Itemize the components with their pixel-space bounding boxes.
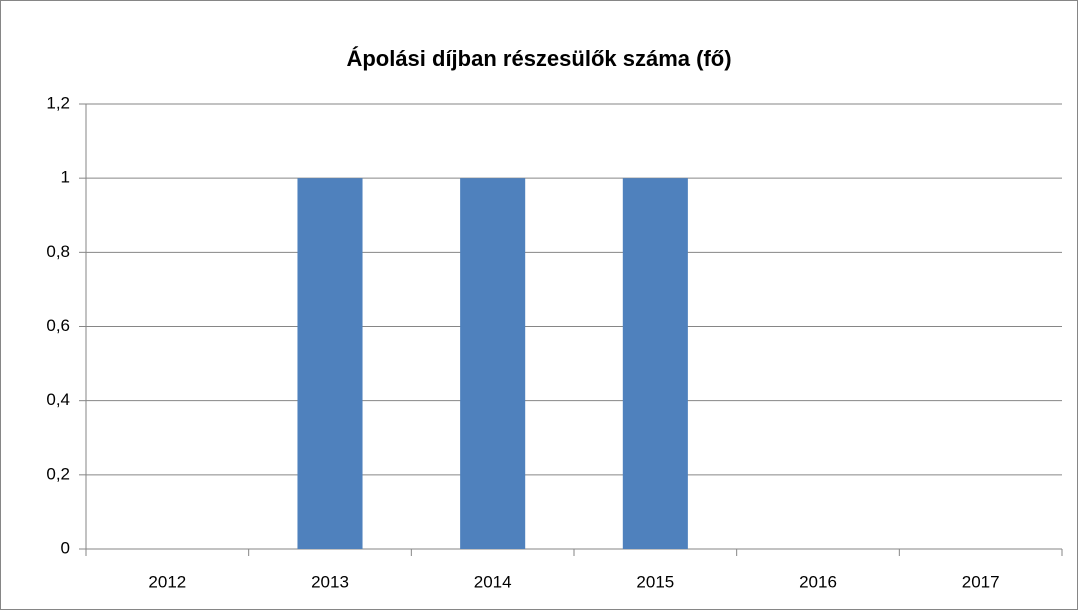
x-tick-label: 2016 [799,572,837,591]
x-tick-label: 2015 [636,572,674,591]
y-tick-label: 1,2 [46,93,70,112]
x-tick-label: 2012 [148,572,186,591]
bar [460,178,526,549]
bar [297,178,363,549]
y-tick-label: 0,2 [46,464,70,483]
y-tick-label: 0,6 [46,316,70,335]
y-tick-label: 1 [61,168,70,187]
y-tick-label: 0,8 [46,242,70,261]
chart-title: Ápolási díjban részesülők száma (fő) [346,46,731,71]
x-tick-label: 2017 [962,572,1000,591]
y-tick-label: 0,4 [46,390,70,409]
x-tick-label: 2014 [474,572,512,591]
y-tick-label: 0 [61,538,70,557]
x-tick-label: 2013 [311,572,349,591]
bar [622,178,688,549]
